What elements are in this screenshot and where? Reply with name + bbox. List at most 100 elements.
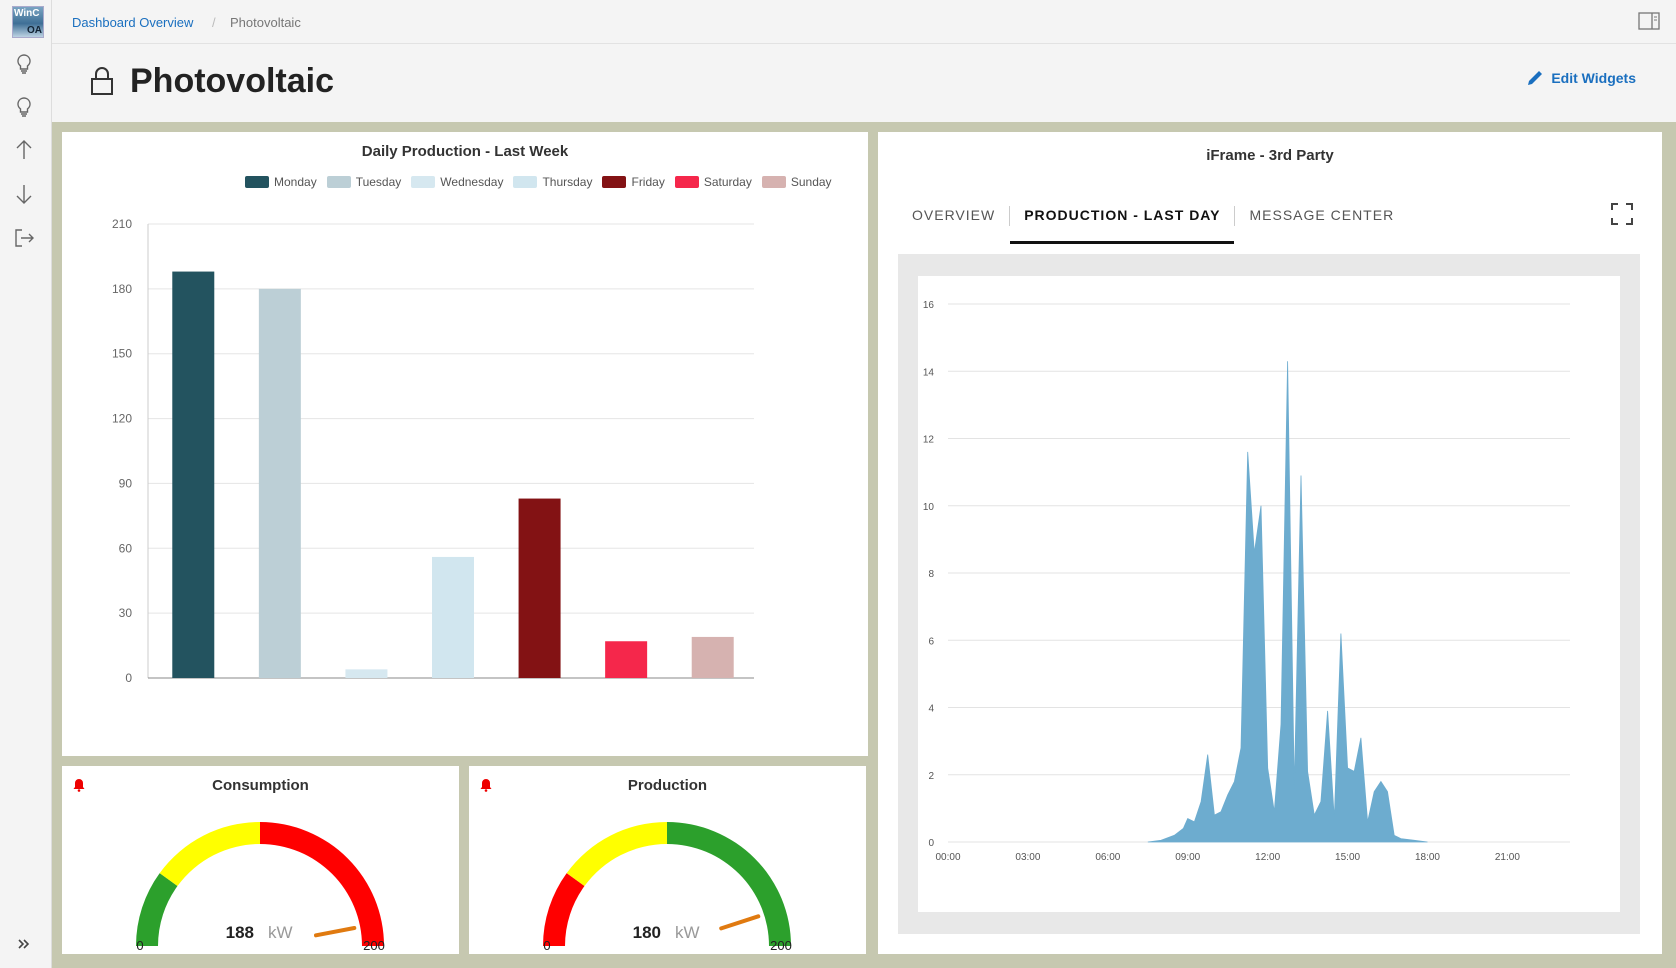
y-tick-label: 8 bbox=[928, 569, 934, 580]
legend-item[interactable]: Thursday bbox=[513, 175, 592, 189]
gauge-max-label: 200 bbox=[363, 938, 385, 953]
daily-production-title: Daily Production - Last Week bbox=[361, 143, 569, 160]
legend-swatch bbox=[513, 176, 538, 188]
x-tick-label: 09:00 bbox=[1175, 852, 1200, 863]
y-tick-label: 150 bbox=[112, 347, 132, 361]
bar-saturday bbox=[605, 641, 648, 678]
y-tick-label: 0 bbox=[125, 671, 132, 685]
legend-label: Thursday bbox=[542, 175, 593, 189]
app-logo: WinC OA bbox=[12, 6, 44, 38]
bar-sunday bbox=[691, 636, 734, 678]
legend-swatch bbox=[245, 176, 269, 188]
legend-label: Saturday bbox=[703, 175, 752, 189]
breadcrumb-current: Photovoltaic bbox=[230, 15, 301, 30]
x-tick-label: 18:00 bbox=[1415, 852, 1440, 863]
top-bar: Dashboard Overview / Photovoltaic bbox=[52, 0, 1676, 44]
y-tick-label: 60 bbox=[119, 541, 133, 555]
logo-text: WinC bbox=[14, 8, 40, 19]
lightbulb-icon[interactable] bbox=[12, 95, 36, 119]
production-gauge: 0 200 180 kW bbox=[543, 822, 792, 953]
fullscreen-icon[interactable] bbox=[1610, 202, 1634, 226]
bar-friday bbox=[518, 498, 561, 678]
legend-item[interactable]: Friday bbox=[602, 175, 665, 189]
alarm-bell-icon[interactable] bbox=[479, 778, 493, 797]
y-tick-label: 12 bbox=[923, 435, 935, 446]
x-tick-label: 00:00 bbox=[935, 852, 960, 863]
x-tick-label: 21:00 bbox=[1495, 852, 1520, 863]
gauge-needle bbox=[313, 926, 357, 938]
legend-item[interactable]: Saturday bbox=[674, 175, 752, 189]
daily-production-chart: 0 30 60 90 120 150 180 210 bbox=[112, 217, 754, 685]
bar-thursday bbox=[432, 556, 474, 678]
logo-text: OA bbox=[27, 25, 42, 36]
gauge-band bbox=[667, 822, 791, 946]
gauge-band bbox=[136, 873, 178, 946]
legend-item[interactable]: Monday bbox=[245, 175, 317, 189]
y-tick-label: 14 bbox=[923, 367, 935, 378]
lightbulb-icon[interactable] bbox=[12, 52, 36, 76]
y-tick-label: 6 bbox=[928, 636, 934, 647]
tab-production-last-day[interactable]: PRODUCTION - LAST DAY bbox=[1010, 204, 1235, 244]
gauge-min-label: 0 bbox=[136, 938, 143, 953]
y-tick-label: 4 bbox=[928, 704, 934, 715]
arrow-down-icon[interactable] bbox=[12, 182, 36, 206]
consumption-gauge: 0 200 188 kW bbox=[136, 822, 385, 953]
gauge-unit: kW bbox=[675, 923, 700, 942]
legend-label: Monday bbox=[274, 175, 317, 189]
legend-swatch bbox=[674, 176, 699, 188]
iframe-title: iFrame - 3rd Party bbox=[1206, 147, 1334, 164]
legend-item[interactable]: Tuesday bbox=[326, 175, 402, 189]
tab-message-center[interactable]: MESSAGE CENTER bbox=[1249, 207, 1395, 223]
production-area bbox=[1147, 361, 1428, 843]
edit-widgets-button[interactable]: Edit Widgets bbox=[1525, 68, 1636, 88]
y-tick-label: 180 bbox=[112, 282, 132, 296]
y-tick-label: 0 bbox=[928, 838, 934, 849]
iframe-content: 0 2 4 6 8 10 12 14 16 00:00 03:00 06:00 09:00 12:00 15… bbox=[918, 276, 1620, 912]
legend-swatch bbox=[326, 176, 351, 188]
y-tick-label: 210 bbox=[112, 217, 132, 231]
gauge-band bbox=[260, 822, 384, 946]
pencil-icon bbox=[1528, 71, 1543, 85]
gauge-band bbox=[543, 873, 585, 946]
gauge-band bbox=[566, 822, 667, 887]
legend-swatch bbox=[602, 176, 627, 188]
tab-overview[interactable]: OVERVIEW bbox=[912, 207, 996, 223]
gauge-needle bbox=[719, 914, 761, 931]
y-tick-label: 10 bbox=[923, 502, 935, 513]
consumption-widget: Consumption bbox=[62, 766, 459, 954]
expand-icon[interactable] bbox=[12, 932, 36, 956]
consumption-title: Consumption bbox=[212, 777, 309, 794]
legend-label: Friday bbox=[631, 175, 665, 189]
gauge-value: 188 bbox=[226, 923, 254, 942]
x-tick-label: 15:00 bbox=[1335, 852, 1360, 863]
y-tick-label: 2 bbox=[928, 771, 934, 782]
edit-widgets-label: Edit Widgets bbox=[1551, 70, 1636, 86]
x-tick-label: 06:00 bbox=[1095, 852, 1120, 863]
legend-swatch bbox=[411, 176, 436, 188]
lock-icon[interactable] bbox=[90, 66, 114, 101]
gauge-max-label: 200 bbox=[770, 938, 792, 953]
breadcrumb-separator: / bbox=[212, 15, 216, 30]
arrow-up-icon[interactable] bbox=[12, 138, 36, 162]
legend-swatch bbox=[761, 176, 786, 188]
logout-icon[interactable] bbox=[12, 226, 36, 250]
iframe-tabs: OVERVIEW PRODUCTION - LAST DAY MESSAGE C… bbox=[898, 204, 1408, 244]
iframe-frame[interactable]: 0 2 4 6 8 10 12 14 16 00:00 03:00 06:00 09:00 12:00 15… bbox=[898, 254, 1640, 934]
bar-monday bbox=[172, 271, 215, 678]
x-tick-label: 12:00 bbox=[1255, 852, 1280, 863]
alarm-bell-icon[interactable] bbox=[72, 778, 86, 797]
legend-label: Tuesday bbox=[355, 175, 402, 189]
breadcrumb-dashboard-link[interactable]: Dashboard Overview bbox=[72, 15, 194, 30]
legend-label: Sunday bbox=[790, 175, 832, 189]
side-panel-icon[interactable] bbox=[1638, 12, 1660, 32]
y-tick-label: 90 bbox=[119, 476, 133, 490]
legend-item[interactable]: Wednesday bbox=[411, 175, 503, 189]
gauge-value: 180 bbox=[633, 923, 661, 942]
legend-label: Wednesday bbox=[440, 175, 504, 189]
gauge-min-label: 0 bbox=[543, 938, 550, 953]
legend-item[interactable]: Sunday bbox=[761, 175, 832, 189]
y-tick-label: 16 bbox=[923, 300, 935, 311]
production-last-day-chart: 0 2 4 6 8 10 12 14 16 00:00 03:00 06:00 09:00 12:00 15… bbox=[923, 300, 1570, 863]
sidebar: WinC OA bbox=[0, 0, 52, 968]
x-tick-label: 03:00 bbox=[1015, 852, 1040, 863]
